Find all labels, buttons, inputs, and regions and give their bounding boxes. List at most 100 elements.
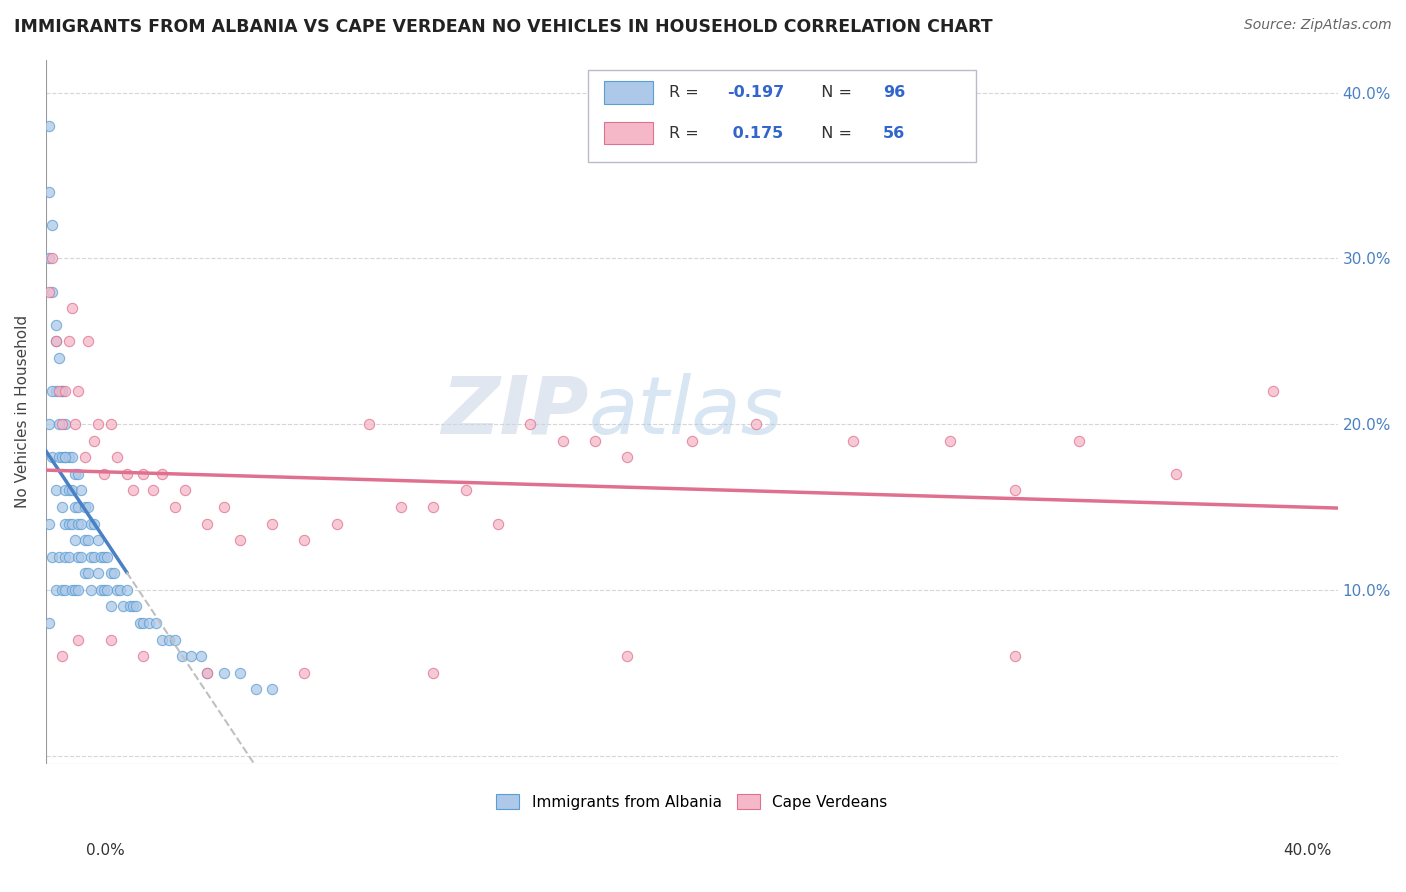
Point [73,450,96,465]
Point [45,483,67,498]
Point [41,285,63,299]
Point [616,649,638,664]
Point [63,533,86,548]
Point [58,549,80,564]
Point [45,384,67,398]
Point [83,549,105,564]
Point [70,549,93,564]
Text: IMMIGRANTS FROM ALBANIA VS CAPE VERDEAN NO VEHICLES IN HOUSEHOLD CORRELATION CHA: IMMIGRANTS FROM ALBANIA VS CAPE VERDEAN … [14,18,993,36]
Point [73,500,96,514]
Point [132,615,155,630]
Point [842,434,865,448]
Point [67,549,90,564]
FancyBboxPatch shape [589,70,976,161]
Text: ZIP: ZIP [441,373,589,450]
Point [38,119,60,133]
Text: 0.0%: 0.0% [86,843,125,858]
Point [60,450,83,465]
Point [48,450,70,465]
Point [105,582,128,597]
Point [38,252,60,266]
Point [41,219,63,233]
Point [519,417,541,431]
Point [292,665,315,680]
Point [132,467,155,481]
Point [245,682,267,697]
Point [1004,483,1026,498]
Point [83,516,105,531]
Point [53,384,76,398]
Point [197,665,219,680]
Point [51,450,73,465]
Point [48,417,70,431]
Point [228,665,250,680]
Point [67,500,90,514]
Point [422,665,444,680]
Point [86,417,108,431]
Point [51,649,73,664]
Point [67,467,90,481]
FancyBboxPatch shape [605,81,652,104]
Point [63,467,86,481]
Point [51,582,73,597]
Legend: Immigrants from Albania, Cape Verdeans: Immigrants from Albania, Cape Verdeans [491,789,893,816]
Point [422,500,444,514]
Point [53,516,76,531]
Point [45,582,67,597]
Point [165,500,187,514]
Text: N =: N = [811,86,856,100]
Text: 96: 96 [883,86,905,100]
Point [165,632,187,647]
Point [41,549,63,564]
Point [60,301,83,315]
Point [67,516,90,531]
Point [939,434,962,448]
Text: -0.197: -0.197 [727,86,785,100]
Point [486,516,509,531]
Point [228,533,250,548]
Point [77,500,100,514]
Point [1166,467,1188,481]
Point [100,632,122,647]
Point [118,599,141,614]
Point [110,582,132,597]
Point [63,417,86,431]
Point [53,582,76,597]
Point [93,467,115,481]
Point [58,516,80,531]
Point [67,632,90,647]
Point [41,384,63,398]
Point [67,582,90,597]
Point [681,434,703,448]
Point [45,318,67,332]
Point [551,434,574,448]
Point [616,450,638,465]
Y-axis label: No Vehicles in Household: No Vehicles in Household [15,315,30,508]
Point [292,533,315,548]
Point [170,649,193,664]
Point [115,582,138,597]
Point [58,483,80,498]
Point [73,566,96,581]
Text: 40.0%: 40.0% [1284,843,1331,858]
Point [38,285,60,299]
Point [53,450,76,465]
Point [1069,434,1091,448]
Point [125,599,148,614]
Point [80,582,103,597]
Point [260,682,283,697]
Point [60,483,83,498]
Point [1261,384,1284,398]
Point [70,483,93,498]
Point [53,417,76,431]
Point [157,632,180,647]
Point [77,533,100,548]
Point [77,566,100,581]
Point [197,665,219,680]
Text: atlas: atlas [589,373,783,450]
Point [212,500,235,514]
Point [357,417,380,431]
Point [197,516,219,531]
Point [180,649,202,664]
Text: 0.175: 0.175 [727,126,783,141]
